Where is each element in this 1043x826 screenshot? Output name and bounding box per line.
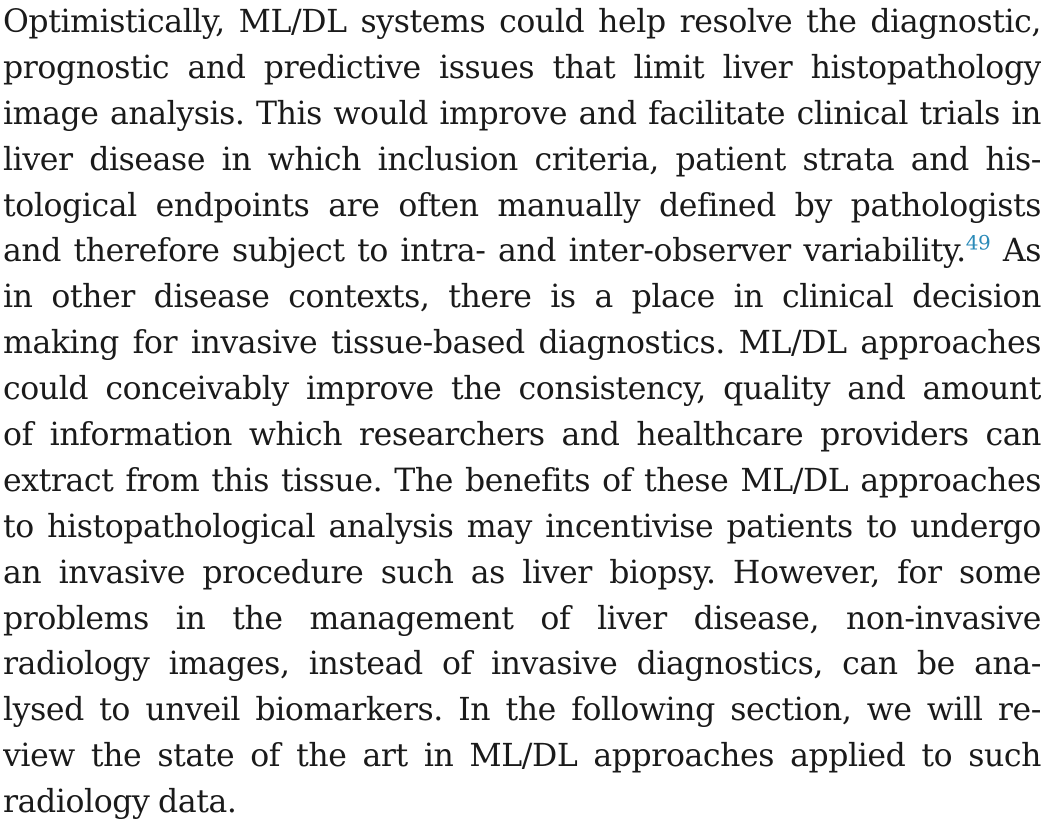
text-line: in other disease contexts, there is a pl… <box>3 279 1041 316</box>
text-line: radiology data. <box>3 784 237 821</box>
text-line: prognostic and predictive issues that li… <box>3 49 1041 86</box>
text-line-with-citation: and therefore subject to intra- and inte… <box>3 229 1041 275</box>
text-line: problems in the management of liver dise… <box>3 600 1041 637</box>
text-line: tological endpoints are often manually d… <box>3 187 1041 224</box>
text-line: Optimistically, ML/DL systems could help… <box>3 4 1041 40</box>
text-line: image analysis. This would improve and f… <box>3 95 1041 132</box>
text-line: extract from this tissue. The benefits o… <box>3 462 1041 499</box>
text-line: could conceivably improve the consistenc… <box>3 371 1041 408</box>
text-line: liver disease in which inclusion criteri… <box>3 141 1041 178</box>
text-segment: and therefore subject to intra- and inte… <box>3 233 966 270</box>
article-body: Optimistically, ML/DL systems could help… <box>3 0 1041 826</box>
text-segment: As <box>1002 233 1041 270</box>
text-line: to histopathological analysis may incent… <box>3 508 1041 545</box>
text-line: making for invasive tissue-based diagnos… <box>3 325 1041 362</box>
text-line: lysed to unveil biomarkers. In the follo… <box>3 692 1041 729</box>
text-line: view the state of the art in ML/DL appro… <box>3 738 1041 775</box>
citation-link[interactable]: 49 <box>965 230 991 255</box>
text-line: an invasive procedure such as liver biop… <box>3 554 1041 591</box>
text-line: radiology images, instead of invasive di… <box>3 646 1041 683</box>
text-line: of information which researchers and hea… <box>3 417 1041 454</box>
